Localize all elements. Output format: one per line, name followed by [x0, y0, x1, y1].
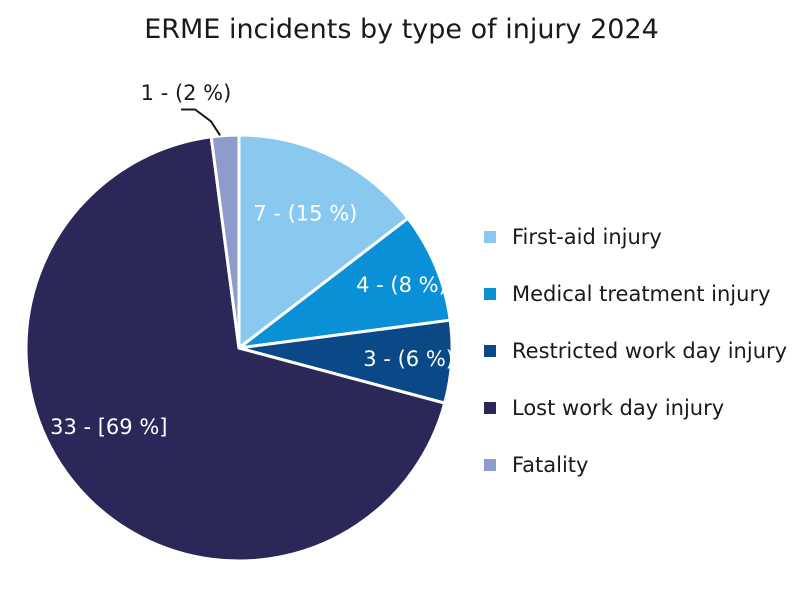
- pie-slice-first-aid-injury: [237, 133, 410, 350]
- legend-swatch: [484, 288, 496, 300]
- pie-slice-fatality: [209, 133, 241, 350]
- slice-labels: 7 - (15 %) 4 - (8 %) 3 - (6 %) 33 - [69 %] 1…: [50, 81, 454, 439]
- legend-label: Restricted work day injury: [512, 339, 787, 363]
- legend-swatch: [484, 402, 496, 414]
- legend-label: Medical treatment injury: [512, 282, 771, 306]
- chart-title: ERME incidents by type of injury 2024: [144, 14, 659, 45]
- slice-label: 33 - [69 %]: [50, 415, 167, 439]
- legend-swatch: [484, 345, 496, 357]
- leader-line: [181, 108, 221, 136]
- pie-slice-lost-work-day-injury: [24, 135, 447, 563]
- legend-label: Fatality: [512, 453, 588, 477]
- pie-slice-medical-treatment-injury: [237, 216, 452, 350]
- legend-swatch: [484, 459, 496, 471]
- legend: First-aid injury Medical treatment injury…: [484, 225, 787, 477]
- legend-label: Lost work day injury: [512, 396, 724, 420]
- pie-slices: [24, 133, 454, 563]
- slice-label: 3 - (6 %): [363, 347, 454, 371]
- slice-label: 7 - (15 %): [253, 201, 357, 225]
- legend-label: First-aid injury: [512, 225, 662, 249]
- slice-label: 4 - (8 %): [356, 273, 447, 297]
- legend-swatch: [484, 231, 496, 243]
- slice-label: 1 - (2 %): [141, 81, 232, 105]
